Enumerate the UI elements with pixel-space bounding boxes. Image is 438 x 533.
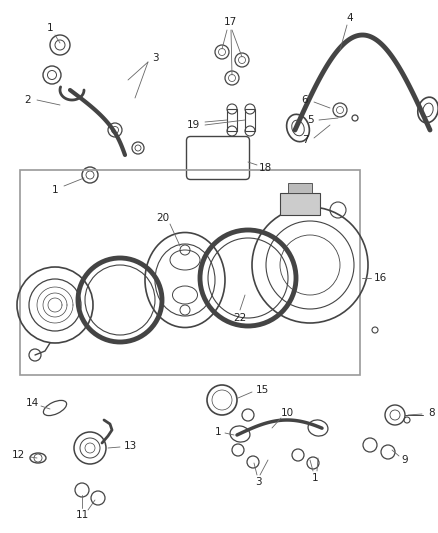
Bar (227, 109, 237, 131)
Text: 6: 6 (302, 95, 308, 105)
Text: 9: 9 (402, 455, 408, 465)
Text: 15: 15 (255, 385, 268, 395)
Text: 2: 2 (25, 95, 31, 105)
Bar (280, 193, 320, 215)
Text: 17: 17 (223, 17, 237, 27)
Text: 18: 18 (258, 163, 272, 173)
Text: 1: 1 (312, 473, 318, 483)
Text: 3: 3 (152, 53, 158, 63)
Text: 22: 22 (233, 313, 247, 323)
Text: 5: 5 (307, 115, 313, 125)
Text: 10: 10 (280, 408, 293, 418)
Text: 13: 13 (124, 441, 137, 451)
Text: 1: 1 (52, 185, 58, 195)
Text: 1: 1 (47, 23, 53, 33)
Text: 4: 4 (347, 13, 353, 23)
Text: 7: 7 (302, 135, 308, 145)
Text: 16: 16 (373, 273, 387, 283)
Bar (20, 170, 360, 375)
Bar (245, 109, 255, 131)
Text: 12: 12 (11, 450, 25, 460)
Bar (288, 183, 312, 193)
Text: 1: 1 (215, 427, 221, 437)
Text: 19: 19 (187, 120, 200, 130)
Text: 14: 14 (25, 398, 39, 408)
Text: 11: 11 (75, 510, 88, 520)
Text: 8: 8 (429, 408, 435, 418)
Text: 20: 20 (156, 213, 170, 223)
Text: 3: 3 (254, 477, 261, 487)
